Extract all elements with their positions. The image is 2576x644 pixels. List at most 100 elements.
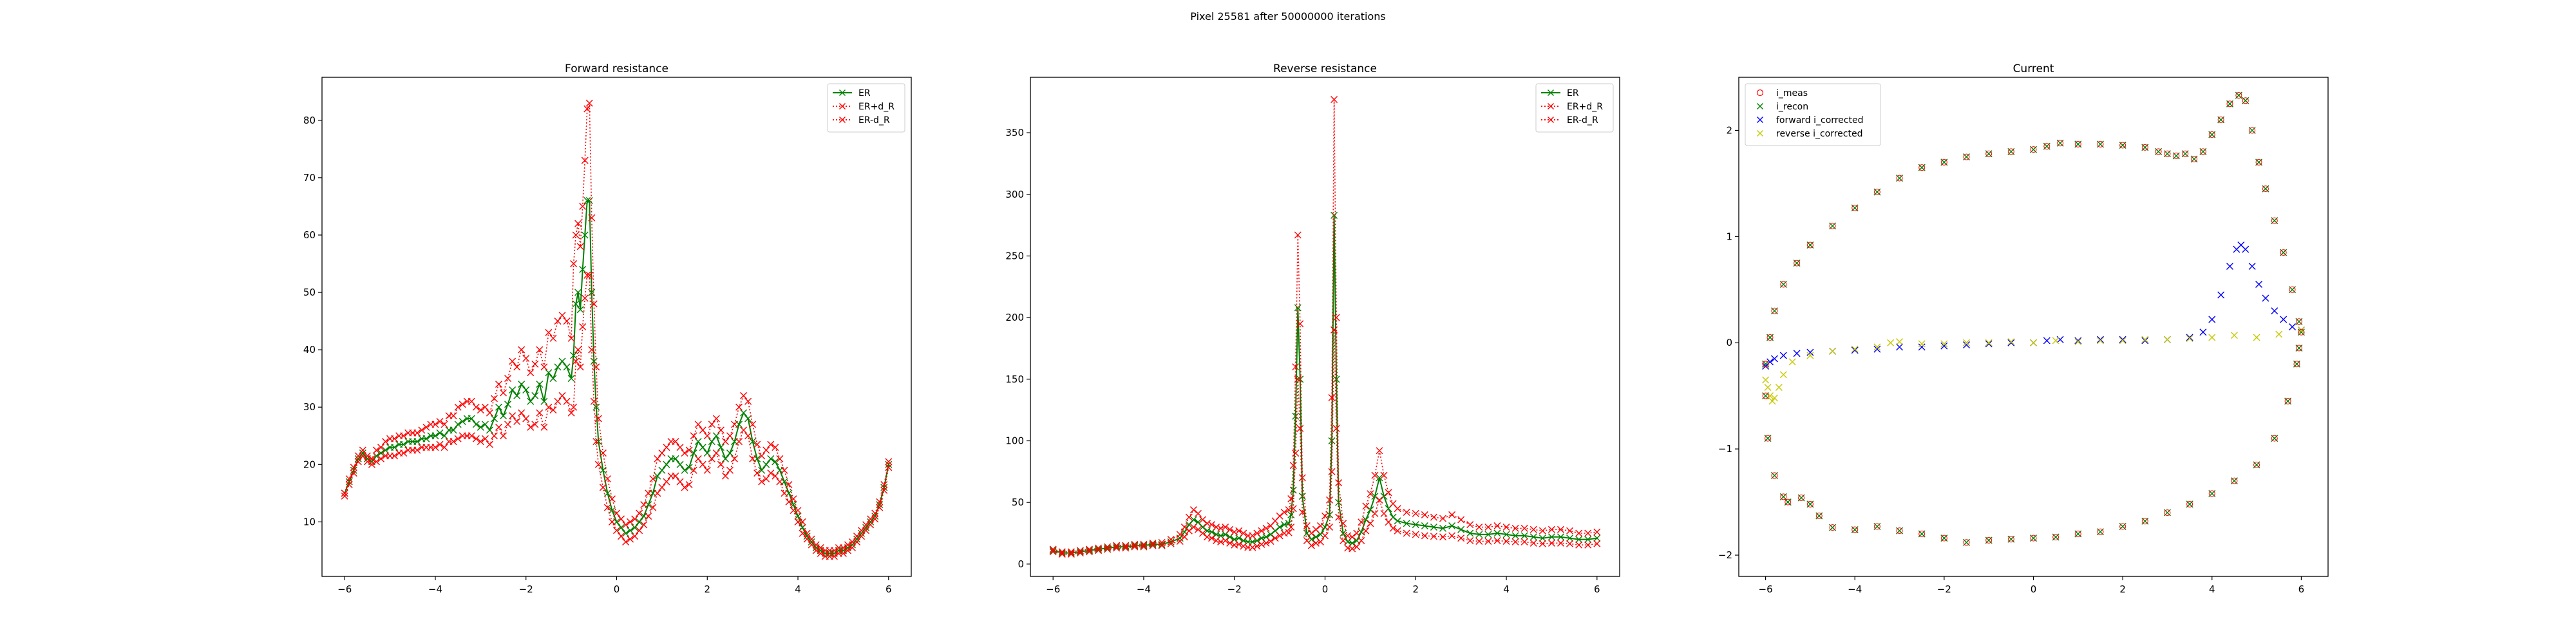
data-point — [622, 538, 630, 546]
data-point — [1389, 524, 1397, 532]
data-point — [570, 352, 578, 359]
data-point — [518, 346, 526, 354]
legend-entry: ER-d_R — [833, 115, 890, 126]
data-point — [1780, 493, 1787, 500]
legend-marker — [1757, 117, 1763, 123]
data-point — [1095, 544, 1103, 552]
data-point — [481, 403, 489, 411]
figure-suptitle: Pixel 25581 after 50000000 iterations — [1190, 10, 1385, 23]
data-point — [1457, 535, 1465, 542]
data-point — [1185, 513, 1193, 521]
data-point — [2119, 337, 2126, 345]
data-point — [490, 395, 498, 402]
data-point — [1258, 527, 1265, 535]
data-point — [767, 455, 775, 462]
data-point — [1104, 543, 1112, 551]
data-point — [1394, 505, 1401, 513]
data-point — [1852, 526, 1859, 533]
data-point — [1276, 512, 1283, 520]
data-point — [649, 475, 657, 483]
data-point — [1493, 529, 1501, 537]
data-point — [1353, 543, 1361, 551]
data-point — [1788, 358, 1796, 366]
x-tick-label: 6 — [2298, 583, 2305, 595]
data-point — [1328, 468, 1336, 475]
data-point — [627, 527, 634, 535]
data-point — [518, 381, 526, 388]
data-point — [522, 386, 530, 393]
data-point — [681, 466, 688, 474]
data-point — [549, 406, 557, 414]
data-point — [567, 334, 575, 342]
y-tick-label: 150 — [1005, 374, 1024, 385]
data-point — [490, 432, 498, 440]
data-point — [1557, 533, 1564, 541]
data-point — [762, 446, 770, 454]
data-point — [1806, 352, 1814, 359]
data-point — [440, 432, 448, 440]
data-point — [1217, 538, 1225, 545]
data-point — [1806, 500, 1814, 507]
data-point — [1316, 538, 1324, 545]
data-point — [699, 426, 706, 434]
data-point — [721, 472, 729, 480]
data-point — [592, 363, 600, 371]
data-point — [654, 489, 661, 497]
data-point — [1771, 472, 1778, 479]
data-point — [1353, 529, 1361, 537]
x-tick-label: −4 — [1137, 583, 1151, 595]
data-point — [2230, 332, 2238, 339]
data-point — [1067, 551, 1075, 558]
data-point — [572, 357, 580, 365]
data-point — [640, 501, 648, 509]
data-point — [753, 469, 761, 477]
data-point — [490, 415, 498, 422]
data-point — [1430, 533, 1437, 540]
data-point — [808, 541, 815, 549]
data-point — [536, 381, 544, 388]
data-point — [570, 403, 578, 411]
data-point — [549, 334, 557, 342]
data-point — [1762, 361, 1769, 368]
data-point — [1321, 512, 1329, 520]
data-point — [1466, 521, 1474, 529]
legend-label: ER+d_R — [858, 102, 895, 112]
data-point — [790, 495, 797, 503]
x-tick-label: −4 — [428, 583, 442, 595]
data-point — [1770, 394, 1778, 402]
x-tick-label: −4 — [1848, 583, 1862, 595]
data-point — [1475, 523, 1483, 531]
x-tick-label: 6 — [1594, 583, 1600, 595]
data-point — [1520, 538, 1528, 545]
data-point — [382, 438, 390, 446]
data-point — [1340, 537, 1347, 545]
data-point — [2182, 150, 2189, 157]
data-point — [1815, 513, 1823, 520]
data-point — [876, 498, 884, 506]
data-point — [885, 458, 893, 466]
data-point — [574, 220, 582, 227]
data-point — [522, 354, 530, 362]
data-point — [1276, 523, 1283, 531]
data-point — [749, 421, 757, 428]
data-point — [377, 449, 384, 457]
y-tick-label: 1 — [1726, 231, 1732, 242]
data-point — [2074, 140, 2081, 147]
data-point — [1067, 549, 1075, 557]
data-point — [594, 460, 602, 468]
data-point — [2271, 307, 2278, 315]
data-point — [2280, 249, 2287, 256]
data-point — [645, 489, 652, 497]
data-point — [1294, 231, 1302, 239]
data-point — [690, 466, 697, 474]
data-point — [1385, 518, 1392, 526]
data-point — [1766, 334, 1774, 341]
data-point — [844, 547, 851, 554]
x-tick-label: −2 — [1227, 583, 1242, 595]
data-point — [1768, 397, 1776, 405]
data-point — [468, 432, 475, 440]
data-point — [694, 438, 702, 446]
data-point — [2097, 140, 2104, 147]
data-point — [1140, 543, 1148, 551]
data-point — [540, 397, 548, 405]
